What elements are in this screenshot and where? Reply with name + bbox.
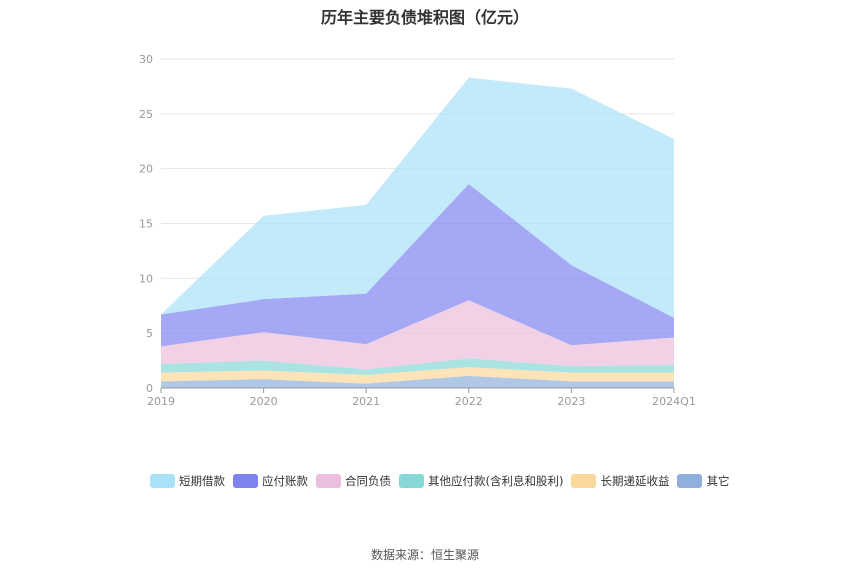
legend-item[interactable]: 其它 bbox=[677, 472, 729, 490]
y-tick-label: 10 bbox=[139, 272, 153, 285]
legend-swatch bbox=[571, 474, 597, 488]
y-tick-label: 25 bbox=[139, 108, 153, 121]
data-source: 数据来源：恒生聚源 bbox=[370, 548, 479, 562]
area-series-5 bbox=[161, 77, 674, 318]
legend-swatch bbox=[233, 474, 258, 488]
legend-swatch bbox=[399, 474, 424, 488]
x-tick-label: 2023 bbox=[557, 395, 585, 408]
legend-swatch bbox=[677, 474, 703, 488]
legend-label: 短期借款 bbox=[179, 474, 225, 488]
stacked-area-chart: 0 5 10 15 20 25 30 2019 2020 2021 2022 2023 2024Q1 bbox=[139, 53, 696, 408]
legend-item[interactable]: 长期递延收益 bbox=[571, 472, 669, 490]
legend-item[interactable]: 应付账款 bbox=[233, 472, 308, 490]
x-tick-label: 2020 bbox=[250, 395, 278, 408]
y-tick-label: 30 bbox=[139, 53, 153, 66]
area-series-0 bbox=[161, 375, 674, 388]
area-series-4 bbox=[161, 184, 674, 347]
area-series-2 bbox=[161, 358, 674, 375]
legend-label: 合同负债 bbox=[345, 474, 391, 488]
area-series-1 bbox=[161, 367, 674, 384]
x-tick-label: 2024Q1 bbox=[652, 395, 696, 408]
legend-swatch bbox=[150, 474, 175, 488]
legend-label: 其他应付款(含利息和股利) bbox=[428, 474, 564, 488]
legend-label: 其它 bbox=[706, 474, 730, 488]
legend-item[interactable]: 短期借款 bbox=[150, 472, 225, 490]
chart-title: 历年主要负债堆积图（亿元） bbox=[320, 8, 529, 27]
legend-label: 应付账款 bbox=[262, 474, 308, 488]
legend-swatch bbox=[316, 474, 341, 488]
y-tick-label: 0 bbox=[146, 382, 153, 395]
legend-item[interactable]: 合同负债 bbox=[316, 472, 391, 490]
legend-item[interactable]: 其他应付款(含利息和股利) bbox=[399, 472, 563, 490]
x-tick-label: 2022 bbox=[455, 395, 483, 408]
x-tick-label: 2021 bbox=[352, 395, 380, 408]
y-tick-label: 15 bbox=[139, 218, 153, 231]
legend-label: 长期递延收益 bbox=[600, 474, 670, 488]
y-tick-label: 20 bbox=[139, 163, 153, 176]
x-tick-label: 2019 bbox=[147, 395, 175, 408]
area-series-3 bbox=[161, 300, 674, 370]
legend: 短期借款 应付账款 合同负债 其他应付款(含利息和股利) 长期递延收益 其它 bbox=[150, 472, 750, 498]
y-tick-label: 5 bbox=[146, 327, 153, 340]
